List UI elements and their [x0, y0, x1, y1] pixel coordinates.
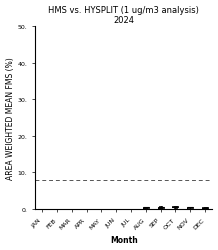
X-axis label: Month: Month: [110, 236, 138, 244]
Title: HMS vs. HYSPLIT (1 ug/m3 analysis)
2024: HMS vs. HYSPLIT (1 ug/m3 analysis) 2024: [48, 6, 199, 25]
Y-axis label: AREA WEIGHTED MEAN FMS (%): AREA WEIGHTED MEAN FMS (%): [5, 57, 15, 179]
